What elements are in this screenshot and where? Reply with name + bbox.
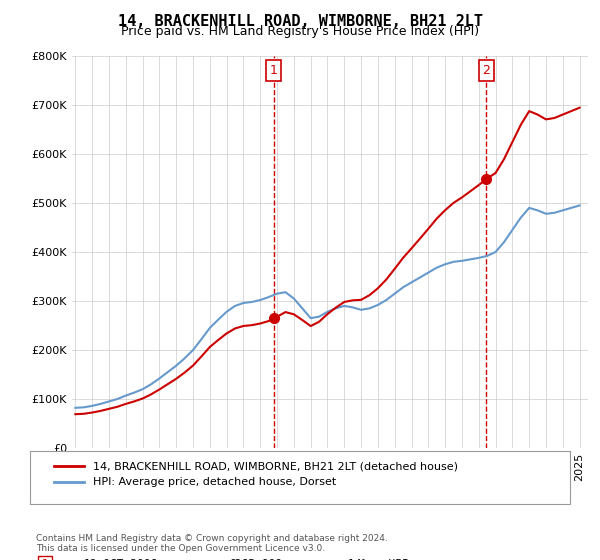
Text: 2: 2: [482, 64, 490, 77]
Text: 1: 1: [270, 64, 278, 77]
Text: HPI: Average price, detached house, Dorset: HPI: Average price, detached house, Dors…: [93, 477, 336, 487]
Text: Price paid vs. HM Land Registry's House Price Index (HPI): Price paid vs. HM Land Registry's House …: [121, 25, 479, 38]
Text: 14, BRACKENHILL ROAD, WIMBORNE, BH21 2LT: 14, BRACKENHILL ROAD, WIMBORNE, BH21 2LT: [118, 14, 482, 29]
Text: Contains HM Land Registry data © Crown copyright and database right 2024.
This d: Contains HM Land Registry data © Crown c…: [36, 534, 388, 553]
Text: 14, BRACKENHILL ROAD, WIMBORNE, BH21 2LT (detached house): 14, BRACKENHILL ROAD, WIMBORNE, BH21 2LT…: [93, 461, 458, 472]
